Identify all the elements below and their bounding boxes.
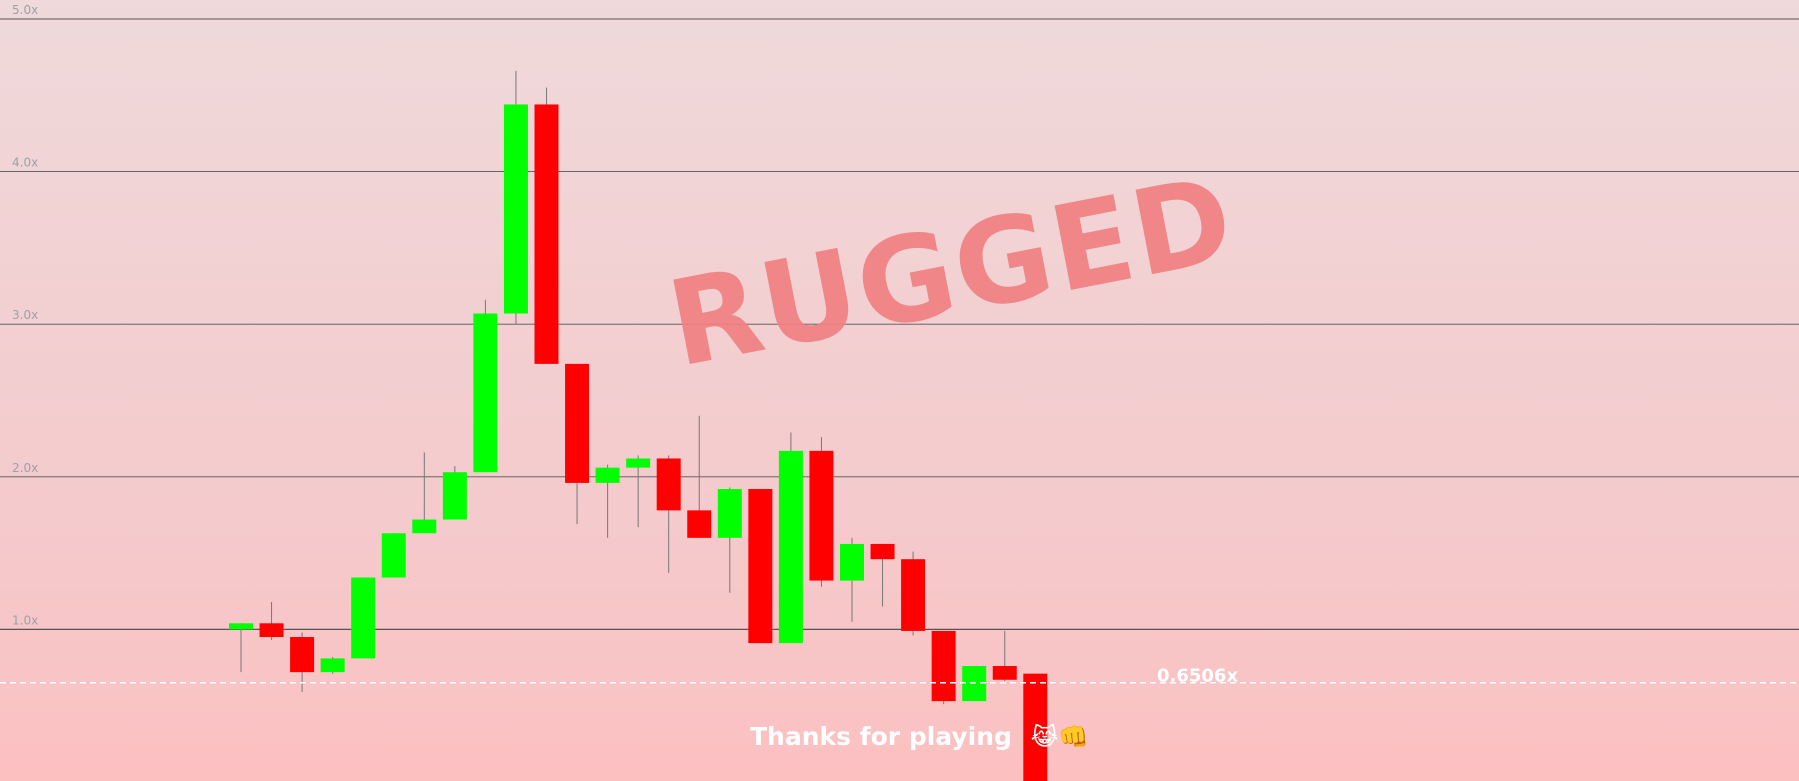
candle-body-down — [687, 510, 712, 538]
y-tick-label: 1.0x — [12, 613, 38, 627]
candle-body-up — [412, 519, 437, 534]
candle — [931, 630, 956, 705]
candle — [962, 666, 987, 702]
candle-body-up — [962, 666, 987, 702]
candle — [442, 466, 467, 520]
candle-body-up — [840, 543, 864, 581]
candle-body-down — [809, 450, 834, 581]
candle-body-up — [381, 533, 406, 578]
candle-body-down — [259, 623, 284, 638]
candle — [412, 452, 437, 534]
candle — [473, 299, 498, 473]
candle — [259, 601, 284, 641]
candle-body-down — [901, 559, 926, 631]
y-tick-label: 4.0x — [12, 156, 38, 170]
candle — [595, 464, 620, 538]
candle — [778, 432, 803, 644]
candle — [717, 487, 742, 593]
candle-body-up — [778, 450, 803, 644]
candle — [748, 489, 773, 644]
candle-body-down — [565, 363, 590, 483]
candle-body-up — [503, 104, 528, 314]
candle-body-up — [626, 458, 651, 468]
candle — [656, 455, 681, 573]
footer-message: Thanks for playing 😹👊 — [750, 722, 1089, 751]
candle-body-up — [320, 658, 345, 673]
candle-body-down — [992, 666, 1017, 680]
candle-body-down — [534, 104, 559, 364]
candle-body-up — [351, 577, 376, 659]
candles — [229, 70, 1048, 781]
candle — [901, 551, 926, 636]
y-tick-label: 5.0x — [12, 3, 38, 17]
candle — [870, 543, 895, 607]
crying-cat-fist-emoji-icon: 😹👊 — [1030, 723, 1089, 751]
candle-body-down — [1023, 673, 1048, 781]
candle-body-up — [717, 489, 742, 538]
candle-body-down — [656, 458, 681, 511]
y-tick-label: 2.0x — [12, 461, 38, 475]
candle — [229, 623, 253, 673]
current-price-label: 0.6506x — [1157, 666, 1238, 687]
candle-body-up — [442, 472, 467, 520]
candle-body-up — [229, 623, 253, 630]
grid-lines: 1.0x 2.0x 3.0x 4.0x 5.0x — [0, 3, 1799, 631]
candle — [992, 630, 1017, 682]
candle-body-down — [931, 630, 956, 702]
candle — [503, 70, 528, 325]
candle — [1023, 673, 1048, 781]
candle-body-down — [748, 489, 773, 644]
candle — [381, 533, 406, 578]
candle — [809, 437, 834, 587]
y-tick-label: 3.0x — [12, 308, 38, 322]
candle — [351, 577, 376, 659]
candle — [534, 87, 559, 364]
candle — [626, 455, 651, 528]
candle — [565, 363, 590, 525]
candle-body-down — [290, 637, 315, 673]
candle — [840, 537, 864, 622]
candle — [320, 656, 345, 674]
thanks-for-playing-text: Thanks for playing — [750, 722, 1012, 751]
candle-body-down — [870, 543, 895, 560]
candle — [687, 415, 712, 538]
candle-body-up — [473, 313, 498, 473]
candle-body-up — [595, 467, 620, 483]
